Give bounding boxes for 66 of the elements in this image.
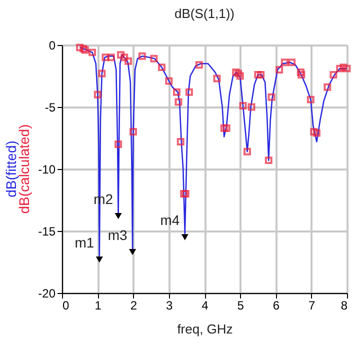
point xyxy=(94,90,102,98)
point xyxy=(176,138,184,146)
point xyxy=(172,88,180,96)
x-tick-label: 6 xyxy=(272,298,280,312)
point xyxy=(330,71,338,78)
point xyxy=(107,54,115,62)
point xyxy=(185,88,193,96)
point xyxy=(98,70,106,78)
point xyxy=(195,61,203,69)
point xyxy=(174,98,182,106)
point xyxy=(248,103,256,111)
point xyxy=(276,66,284,74)
point xyxy=(268,93,276,101)
y-tick-label: -10 xyxy=(38,162,56,176)
point xyxy=(232,68,240,76)
point xyxy=(220,124,228,132)
point xyxy=(310,128,318,136)
point xyxy=(130,128,137,136)
point xyxy=(288,58,296,66)
x-tick-label: 4 xyxy=(202,298,209,312)
point xyxy=(76,44,84,52)
point xyxy=(222,124,230,132)
x-tick-label: 5 xyxy=(237,298,244,312)
point xyxy=(306,96,314,104)
point xyxy=(102,54,110,62)
point xyxy=(280,58,288,66)
point xyxy=(239,102,247,110)
annotation: m4 xyxy=(160,212,180,228)
y-tick-label: -20 xyxy=(38,286,56,300)
point xyxy=(88,48,96,56)
x-tick-label: 0 xyxy=(62,298,70,312)
point xyxy=(312,129,320,137)
point xyxy=(117,51,125,59)
point xyxy=(114,140,122,148)
point xyxy=(236,72,244,80)
x-tick-label: 8 xyxy=(340,298,348,312)
point xyxy=(257,71,265,78)
text: dB(fitted) xyxy=(3,140,19,198)
x-axis-title: freq, GHz xyxy=(177,322,233,336)
point xyxy=(244,148,251,156)
point xyxy=(254,71,262,78)
point xyxy=(124,57,132,65)
point xyxy=(336,64,344,72)
point xyxy=(138,52,146,60)
y-tick-label: -15 xyxy=(38,224,56,238)
x-tick-label: 7 xyxy=(308,298,316,312)
point xyxy=(324,83,332,91)
point xyxy=(165,77,173,85)
point xyxy=(234,70,242,78)
point xyxy=(343,64,351,72)
point xyxy=(120,54,128,62)
point xyxy=(213,74,221,82)
y-tick-label: 0 xyxy=(48,38,56,52)
x-tick-label: 2 xyxy=(130,298,138,312)
point xyxy=(296,68,304,76)
point xyxy=(298,71,306,78)
point xyxy=(264,156,272,164)
point xyxy=(150,54,158,62)
x-tick-label: 1 xyxy=(94,298,102,312)
chart-title: dB(S(1,1)) xyxy=(174,6,234,21)
annotation: m3 xyxy=(108,227,128,244)
point xyxy=(158,64,166,72)
point xyxy=(340,64,348,72)
annotation: m1 xyxy=(74,234,94,251)
y-tick-label: -5 xyxy=(44,100,56,114)
x-tick-label: 3 xyxy=(166,298,174,312)
